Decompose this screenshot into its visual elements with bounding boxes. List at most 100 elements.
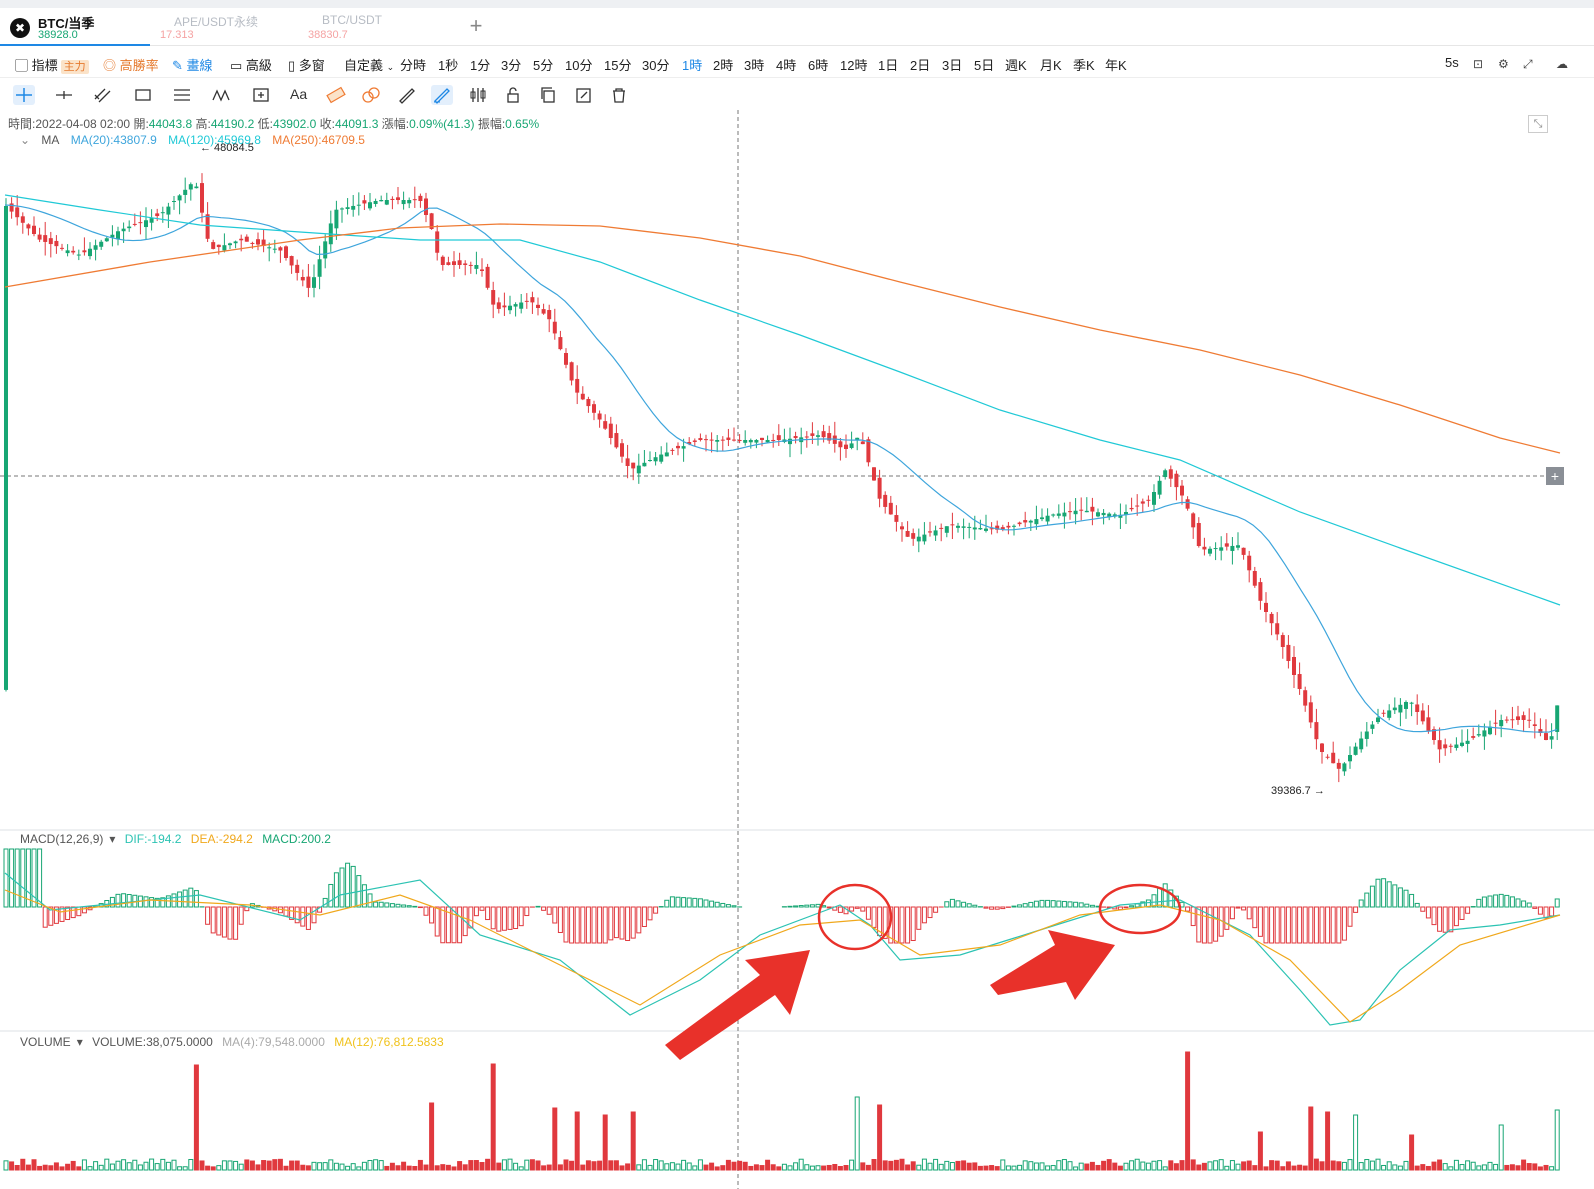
candle-body [356, 204, 361, 206]
macd-bar-down [496, 906, 502, 932]
macd-bar-down [933, 906, 939, 913]
tab-bar: ✖ BTC/当季 38928.0 APE/USDT永续 17.313 BTC/U… [0, 8, 1594, 46]
measure-tool-icon[interactable] [250, 85, 272, 105]
text-tool-icon[interactable]: Aa [290, 86, 308, 102]
winrate-button[interactable]: ◎ 高勝率 [103, 58, 159, 73]
tab-btc-quarter[interactable]: ✖ BTC/当季 38928.0 [0, 8, 150, 46]
candle-body [1448, 745, 1453, 747]
ma-label[interactable]: MA [41, 133, 60, 147]
interval-2[interactable]: 1分 [470, 58, 491, 73]
dea-value: DEA:-294.2 [190, 832, 253, 846]
refresh-rate-button[interactable]: 5s [1445, 55, 1459, 70]
interval-4[interactable]: 5分 [533, 58, 554, 73]
interval-15[interactable]: 2日 [910, 58, 931, 73]
candle-body [1079, 509, 1084, 511]
interval-0[interactable]: 分時 [400, 58, 427, 73]
macd-bar-down [42, 906, 48, 928]
indicator-button[interactable]: ▢ 指標 主力 [15, 55, 89, 74]
volume-bar [535, 1160, 541, 1171]
interval-11[interactable]: 4時 [776, 58, 797, 73]
chart-canvas[interactable] [0, 110, 1594, 1189]
volume-bar [98, 1164, 104, 1171]
erase-tool-icon[interactable] [360, 85, 382, 105]
expand-icon[interactable]: ⤡ [1528, 115, 1548, 133]
caret-down-icon[interactable]: ▾ [109, 832, 116, 846]
tab-ape-usdt[interactable]: APE/USDT永续 17.313 [150, 8, 300, 46]
screenshot-icon[interactable]: ⊡ [1473, 57, 1484, 71]
cloud-icon[interactable]: ☁ [1556, 57, 1568, 71]
interval-7[interactable]: 30分 [642, 58, 670, 73]
open-label: 開: [133, 117, 149, 131]
tab-btc-usdt[interactable]: BTC/USDT 38830.7 [300, 8, 450, 46]
volume-bar [692, 1165, 698, 1171]
interval-5[interactable]: 10分 [565, 58, 593, 73]
custom-dropdown[interactable]: 自定義 ⌄ [344, 55, 394, 74]
copy-tool-icon[interactable] [537, 85, 559, 105]
drawing-tools-bar: Aa [0, 80, 1594, 110]
wave-tool-icon[interactable] [210, 85, 232, 105]
interval-19[interactable]: 月K [1040, 58, 1062, 73]
macd-bar-down [283, 906, 289, 917]
macd-bar-down [1274, 906, 1280, 944]
fullscreen-icon[interactable]: ⤢ [1523, 57, 1533, 71]
volume-bar [1162, 1166, 1168, 1171]
interval-10[interactable]: 3時 [744, 58, 765, 73]
macd-bar-down [1224, 906, 1230, 930]
candle-body [1202, 546, 1207, 550]
volume-bar [244, 1159, 250, 1171]
add-tab-button[interactable]: + [469, 13, 483, 38]
rectangle-tool-icon[interactable] [132, 85, 154, 105]
volume-bar [1123, 1162, 1129, 1171]
fib-levels-tool-icon[interactable] [171, 85, 193, 105]
interval-17[interactable]: 5日 [974, 58, 995, 73]
candle-body [1275, 623, 1280, 635]
edit-tool-icon[interactable] [573, 85, 595, 105]
interval-9[interactable]: 2時 [713, 58, 734, 73]
candle-body [446, 262, 451, 265]
open-value: 44043.8 [148, 117, 193, 131]
macd-label[interactable]: MACD(12,26,9) [20, 832, 104, 846]
interval-12[interactable]: 6時 [808, 58, 829, 73]
volume-label[interactable]: VOLUME [20, 1035, 71, 1049]
advanced-button[interactable]: ▭ 高級 [230, 58, 272, 73]
interval-20[interactable]: 季K [1073, 58, 1095, 73]
multiwindow-button[interactable]: ▯ 多窗 [288, 58, 325, 73]
interval-18[interactable]: 週K [1005, 58, 1027, 73]
interval-16[interactable]: 3日 [942, 58, 963, 73]
crosshair-tool-icon[interactable] [13, 85, 35, 105]
lock-tool-icon[interactable] [502, 85, 524, 105]
brush-tool-icon[interactable] [431, 85, 453, 105]
volume-bar [877, 1104, 883, 1171]
ohlc-info: 時間:2022-04-08 02:00 開:44043.8 高:44190.2 … [8, 115, 539, 132]
ruler-tool-icon[interactable] [325, 85, 347, 105]
chevron-down-icon[interactable]: ⌄ [20, 133, 31, 147]
candle-body [659, 454, 664, 462]
interval-6[interactable]: 15分 [604, 58, 632, 73]
candle-body [928, 531, 932, 533]
exchange-logo-icon: ✖ [10, 18, 30, 38]
parallel-lines-tool-icon[interactable] [92, 85, 114, 105]
macd-bar-up [1509, 896, 1515, 908]
interval-21[interactable]: 年K [1105, 58, 1127, 73]
interval-3[interactable]: 3分 [501, 58, 522, 73]
volume-bar [597, 1160, 603, 1171]
volume-bar [765, 1159, 771, 1171]
volume-bar [714, 1166, 720, 1171]
interval-8[interactable]: 1時 [682, 58, 703, 73]
caret-down-icon[interactable]: ▾ [76, 1035, 83, 1049]
candle-body [1101, 512, 1106, 516]
interval-13[interactable]: 12時 [840, 58, 868, 73]
interval-14[interactable]: 1日 [878, 58, 899, 73]
horizontal-line-tool-icon[interactable] [53, 85, 75, 105]
candle-body [1404, 702, 1408, 709]
volume-bar [832, 1163, 838, 1171]
trash-icon[interactable] [608, 85, 630, 105]
settings-gear-icon[interactable]: ⚙ [1498, 57, 1509, 71]
draw-button[interactable]: ✎ 畫線 [172, 58, 213, 73]
pen-tool-icon[interactable] [396, 85, 418, 105]
add-crosshair-button[interactable]: + [1546, 467, 1564, 485]
candle-style-tool-icon[interactable] [467, 85, 489, 105]
candle-body [160, 212, 165, 214]
candle-body [1482, 730, 1487, 737]
interval-1[interactable]: 1秒 [438, 58, 459, 73]
